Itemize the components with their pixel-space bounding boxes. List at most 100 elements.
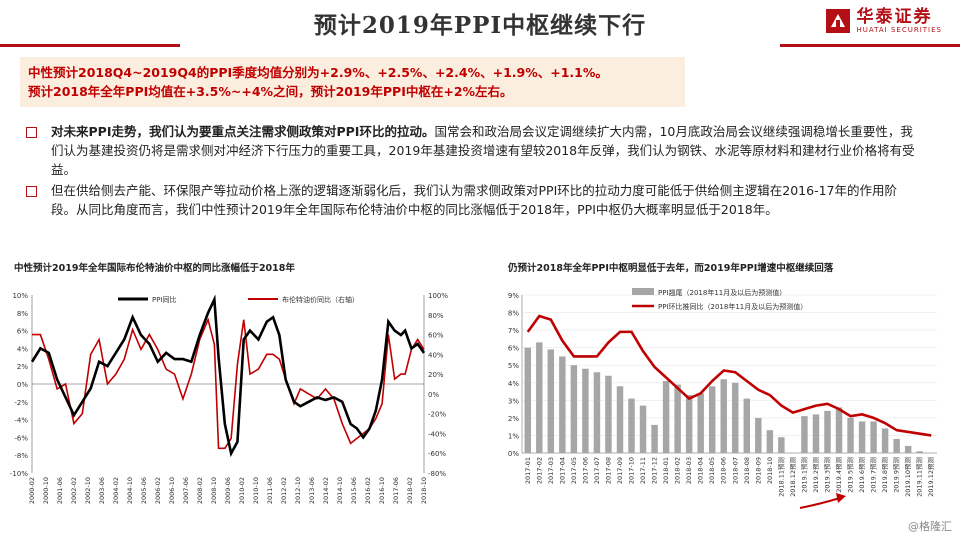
bar <box>605 375 612 453</box>
forecast-line-2: 预计2018年全年PPI均值在+3.5%~+4%之间，预计2019年PPI中枢在… <box>28 84 513 99</box>
bar <box>536 342 543 453</box>
watermark: @格隆汇 <box>908 520 952 533</box>
y-tick-label: 7% <box>508 327 519 335</box>
y-tick-label: 4% <box>508 380 519 388</box>
x-tick-label: 2019.12预测 <box>926 457 935 497</box>
bullet-item: 但在供给侧去产能、环保限产等拉动价格上涨的逻辑逐渐弱化后，我们认为需求侧政策对P… <box>26 181 926 219</box>
bullet-square-icon <box>26 127 37 138</box>
x-tick-label: 2017-08 <box>604 457 612 484</box>
header-rule-left <box>0 44 180 47</box>
bar <box>732 382 739 453</box>
bar <box>570 365 578 453</box>
x-tick-label: 2017-07 <box>593 457 601 484</box>
y2-tick-label: -40% <box>428 430 446 438</box>
bar <box>593 372 601 453</box>
x-tick-label: 2018.11预测 <box>776 457 785 497</box>
x-tick-label: 2018-08 <box>743 457 751 484</box>
bar <box>524 347 531 453</box>
y2-tick-label: 80% <box>428 312 444 320</box>
x-tick-label: 2019.2预测 <box>811 457 820 493</box>
y2-tick-label: 40% <box>428 351 444 359</box>
x-tick-label: 2017-03 <box>547 457 555 484</box>
x-tick-label: 2018-09 <box>754 457 762 484</box>
x-tick-label: 2019.8预测 <box>880 457 889 493</box>
x-tick-label: 2004-10 <box>126 477 134 504</box>
x-tick-label: 2019.3预测 <box>822 457 831 493</box>
bar <box>743 398 751 453</box>
x-tick-label: 2019.11预测 <box>915 457 924 497</box>
bullet-item: 对未来PPI走势，我们认为要重点关注需求侧政策对PPI环比的拉动。国常会和政治局… <box>26 122 926 179</box>
bar <box>628 398 635 453</box>
y-tick-label: -2% <box>14 399 28 407</box>
y2-tick-label: 100% <box>428 292 448 300</box>
y2-tick-label: 60% <box>428 332 444 340</box>
y2-tick-label: -60% <box>428 450 446 458</box>
y-tick-label: 8% <box>508 310 519 318</box>
bar <box>651 424 658 453</box>
y-tick-label: 2% <box>508 415 519 423</box>
x-tick-label: 2019.4预测 <box>834 457 843 493</box>
bar <box>835 407 843 453</box>
x-tick-label: 2018-07 <box>731 457 739 484</box>
bullet-list: 对未来PPI走势，我们认为要重点关注需求侧政策对PPI环比的拉动。国常会和政治局… <box>26 122 926 221</box>
left-chart: -10% -8% -6% -4% -2% 0% 2% 4% 6% 8% 10% -80% -60% -40… <box>10 292 448 504</box>
x-tick-label: 2014-02 <box>322 477 330 504</box>
y-tick-label: -10% <box>10 470 28 478</box>
bar <box>616 386 624 453</box>
x-tick-label: 2017-09 <box>616 457 624 484</box>
logo-mark-icon <box>825 9 850 33</box>
bar <box>639 405 647 453</box>
x-tick-label: 2009-06 <box>224 477 232 504</box>
x-tick-label: 2018-02 <box>674 457 682 484</box>
x-tick-label: 2019.1预测 <box>799 457 808 493</box>
y-tick-label: 1% <box>508 432 519 440</box>
bar <box>778 437 785 453</box>
bullet-lead: 对未来PPI走势，我们认为要重点关注需求侧政策对PPI环比的拉动。 <box>51 124 435 139</box>
left-chart-title: 中性预计2019年全年国际布伦特油价中枢的同比涨幅低于2018年 <box>14 263 295 274</box>
series-line-ppi <box>30 294 426 458</box>
y2-tick-label: -20% <box>428 411 446 419</box>
y-tick-label: 10% <box>12 292 28 300</box>
page-title: 预计2019年PPI中枢继续下行 <box>313 12 647 39</box>
bar <box>904 445 912 453</box>
y-tick-label: 8% <box>17 310 28 318</box>
header-rule-right <box>780 44 960 47</box>
legend-label-ppi: PPI同比 <box>152 295 177 304</box>
x-tick-label: 2016-10 <box>378 477 386 504</box>
x-tick-label: 2017-10 <box>628 457 636 484</box>
x-tick-label: 2018-10 <box>420 477 428 504</box>
y-tick-label: 9% <box>508 292 519 300</box>
bullet-text: 但在供给侧去产能、环保限产等拉动价格上涨的逻辑逐渐弱化后，我们认为需求侧政策对P… <box>51 183 897 217</box>
brand-logo: 华泰证券 HUATAI SECURITIES <box>825 8 942 34</box>
x-tick-label: 2017-11 <box>639 457 647 484</box>
x-tick-label: 2001-06 <box>56 477 64 504</box>
y2-tick-label: -80% <box>428 470 446 478</box>
x-tick-label: 2006-02 <box>154 477 162 504</box>
bar <box>559 356 566 453</box>
bar <box>847 417 854 453</box>
legend-label-mom: PPI环比推同比（2018年11月及以后为预测值） <box>658 302 807 311</box>
x-tick-label: 2000-02 <box>28 477 36 504</box>
y-tick-label: 6% <box>508 345 519 353</box>
x-tick-label: 2000-10 <box>42 477 50 504</box>
y-tick-label: 4% <box>17 345 28 353</box>
right-chart: 0% 1% 2% 3% 4% 5% 6% 7% 8% 9% 2017-01 2017-02 2017-0… <box>508 288 937 509</box>
x-tick-label: 2018-10 <box>766 457 774 484</box>
x-tick-label: 2019.7预测 <box>869 457 878 493</box>
y-tick-label: -6% <box>14 434 28 442</box>
x-tick-label: 2006-10 <box>168 477 176 504</box>
x-tick-label: 2013-06 <box>308 477 316 504</box>
y-tick-label: 6% <box>17 328 28 336</box>
x-tick-label: 2011-06 <box>266 477 274 504</box>
logo-name: 华泰证券 <box>856 7 933 27</box>
x-tick-label: 2005-06 <box>140 477 148 504</box>
x-tick-label: 2016-02 <box>364 477 372 504</box>
x-tick-label: 2017-06 <box>581 457 589 484</box>
x-tick-label: 2017-12 <box>651 457 659 484</box>
x-tick-label: 2018-04 <box>697 457 705 484</box>
bar <box>801 416 808 453</box>
bar <box>720 379 727 453</box>
y-tick-label: -8% <box>14 452 28 460</box>
x-tick-label: 2017-05 <box>570 457 578 484</box>
bar <box>685 395 693 453</box>
